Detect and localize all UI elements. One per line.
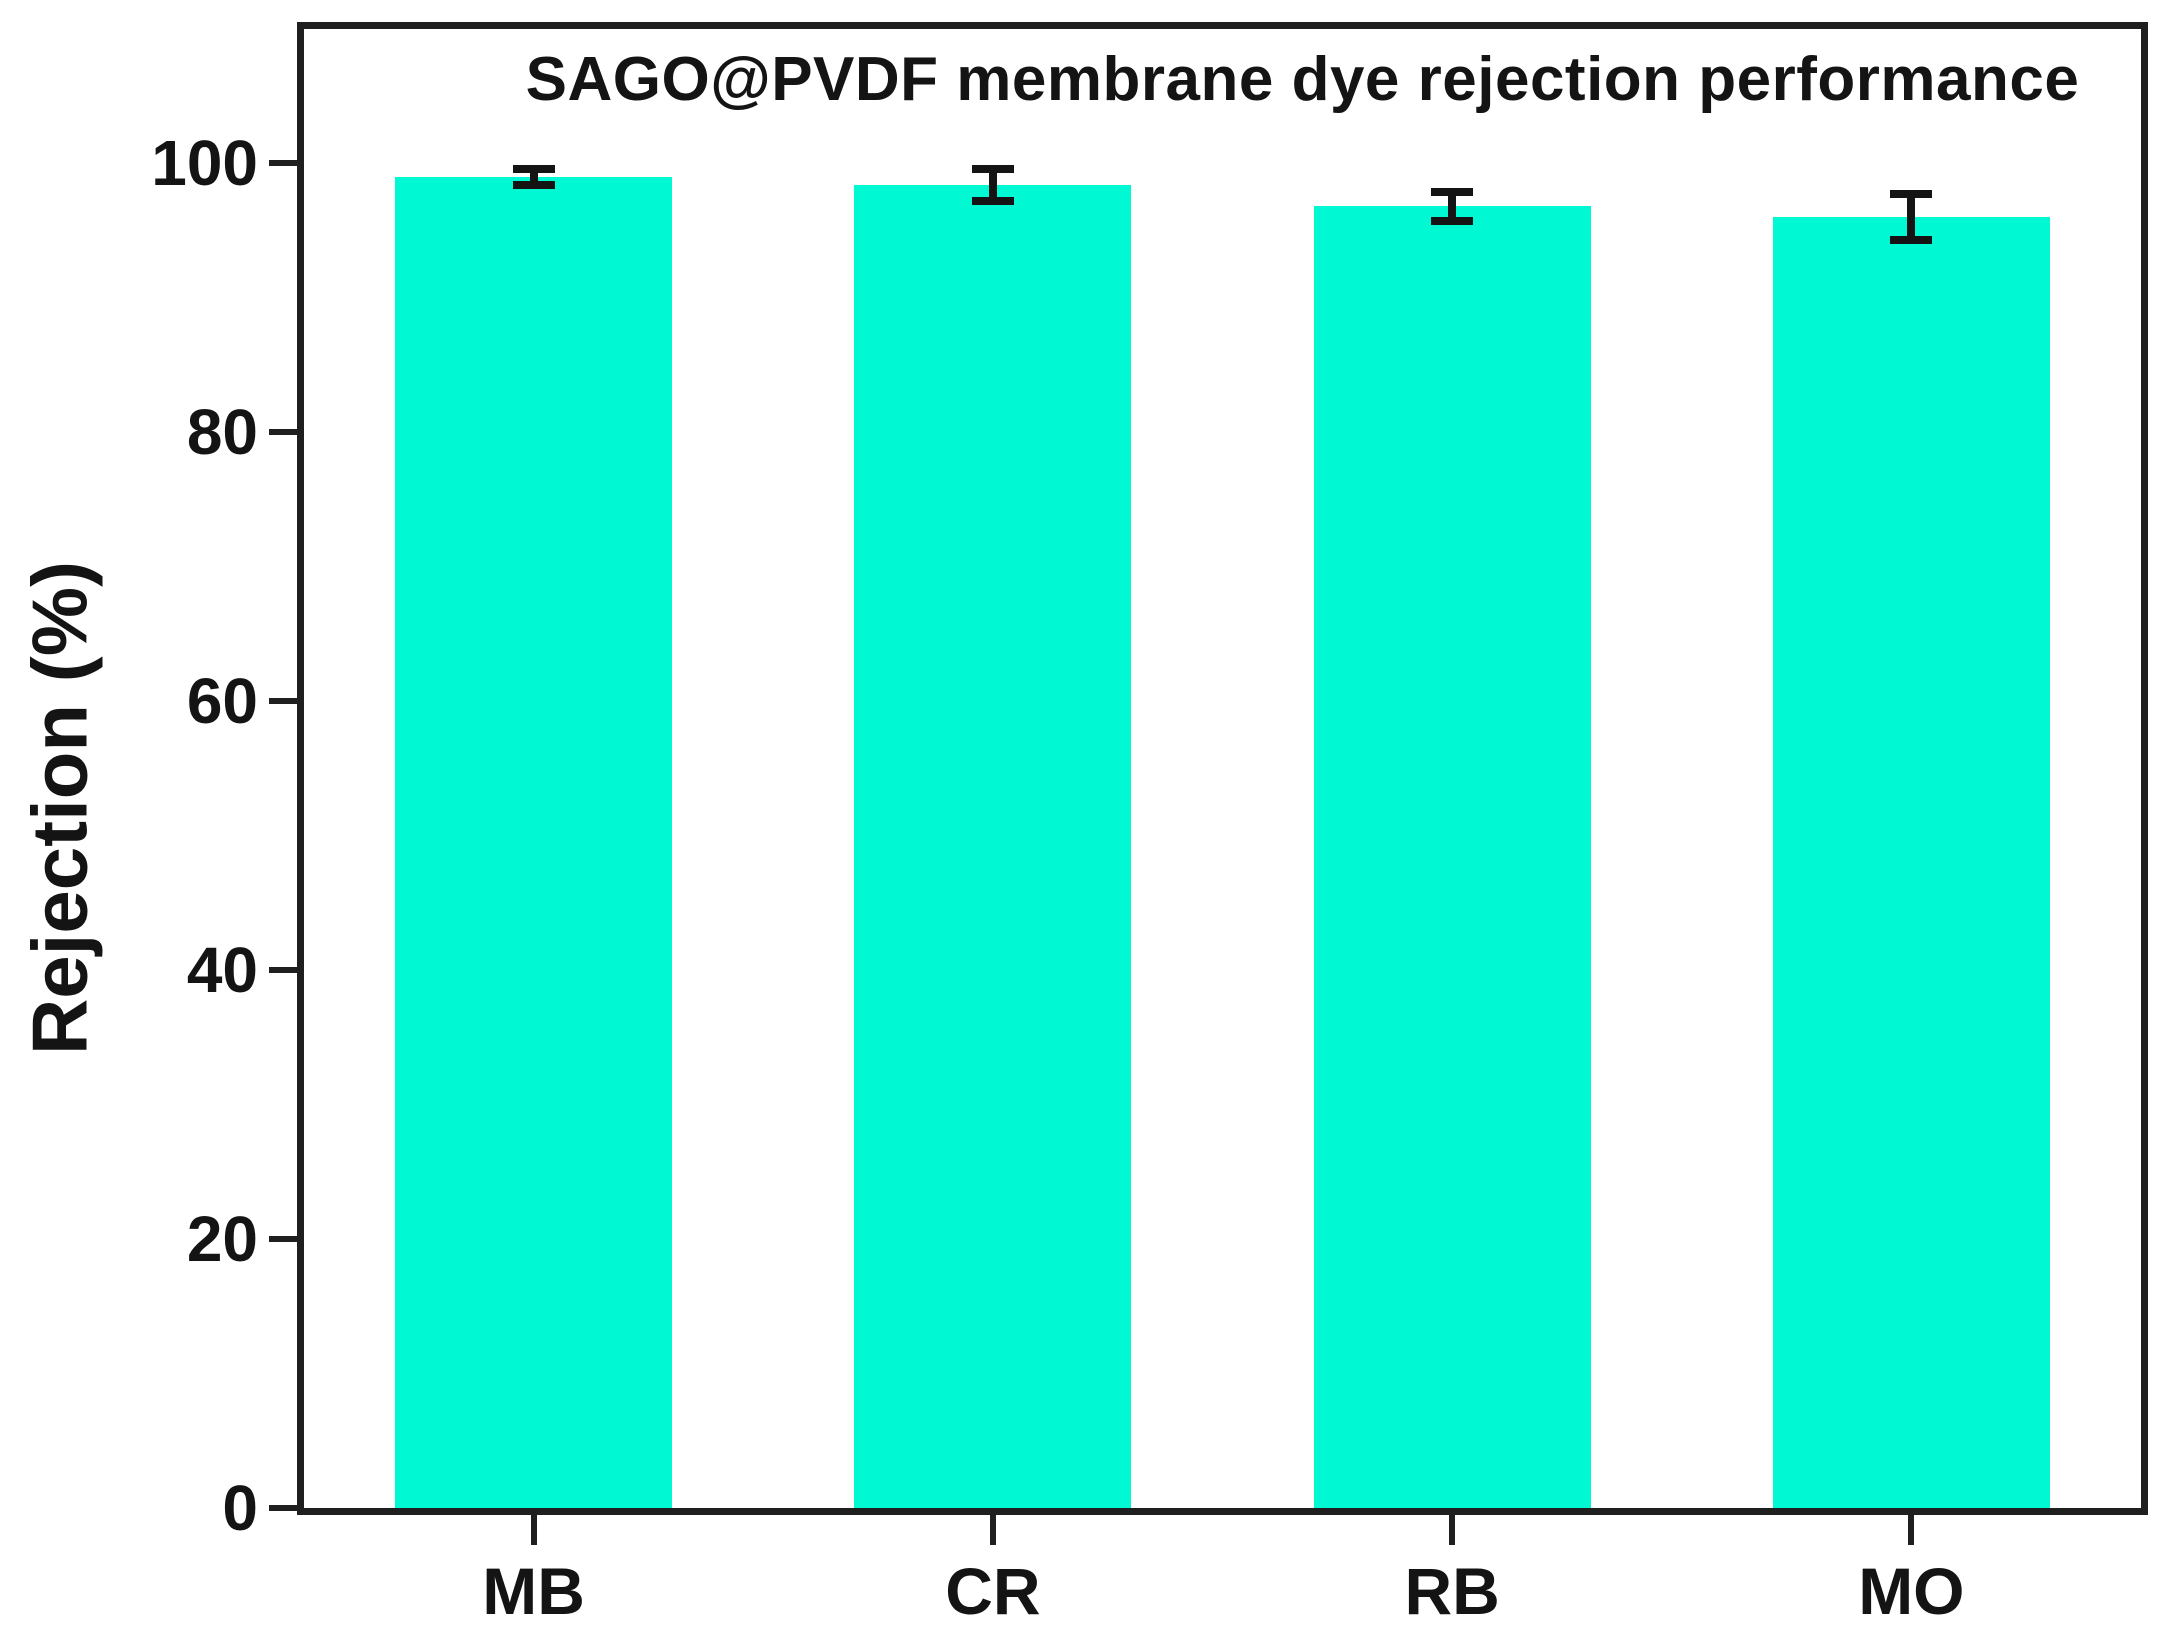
error-bar-stem	[529, 168, 538, 185]
error-bar-cap-top	[971, 164, 1014, 173]
error-bar-cap-bottom	[1890, 236, 1933, 245]
y-tick-label: 60	[186, 665, 258, 738]
bar-CR	[854, 184, 1132, 1508]
bar-MB	[395, 176, 673, 1508]
y-tick	[269, 1505, 297, 1511]
error-bar-stem	[988, 168, 997, 202]
y-tick	[269, 160, 297, 167]
error-bar-cap-bottom	[512, 180, 555, 189]
x-tick-label-MO: MO	[1858, 1554, 1965, 1628]
x-tick-label-RB: RB	[1404, 1554, 1500, 1628]
bar-RB	[1313, 206, 1591, 1508]
y-tick-label: 80	[186, 396, 258, 469]
x-tick	[989, 1515, 996, 1545]
y-tick-label: 100	[151, 127, 258, 200]
y-tick-label: 20	[186, 1203, 258, 1276]
x-tick-label-CR: CR	[945, 1554, 1041, 1628]
error-bar-stem	[1907, 194, 1916, 241]
y-tick	[269, 429, 297, 436]
error-bar-cap-bottom	[1431, 217, 1474, 226]
y-tick	[269, 967, 297, 974]
error-bar-cap-top	[1431, 187, 1474, 196]
y-tick	[269, 1236, 297, 1243]
y-tick-label: 0	[222, 1472, 258, 1544]
error-bar-cap-top	[1890, 190, 1933, 199]
error-bar-cap-bottom	[971, 197, 1014, 206]
x-tick	[530, 1515, 537, 1545]
error-bar-stem	[1448, 191, 1457, 222]
x-tick	[1449, 1515, 1456, 1545]
bar-MO	[1772, 217, 2050, 1508]
x-tick-label-MB: MB	[482, 1554, 585, 1628]
y-tick-label: 40	[186, 934, 258, 1007]
chart-title: SAGO@PVDF membrane dye rejection perform…	[525, 45, 2080, 114]
y-tick	[269, 698, 297, 705]
error-bar-cap-top	[512, 164, 555, 173]
x-tick	[1908, 1515, 1915, 1545]
